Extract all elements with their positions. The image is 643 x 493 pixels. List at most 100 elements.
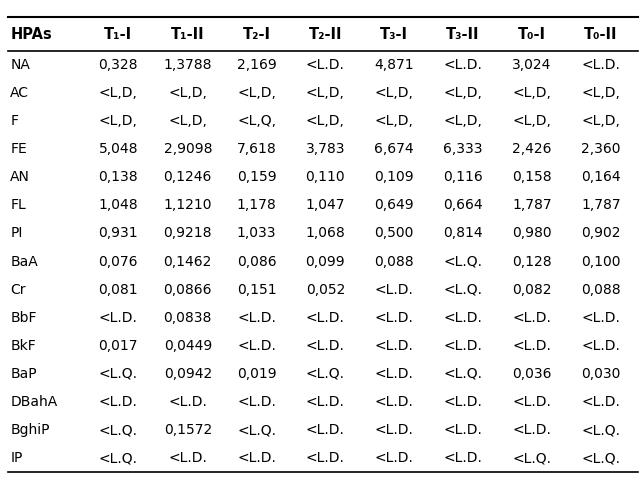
Text: 0,328: 0,328 bbox=[98, 58, 138, 72]
Text: <L.D.: <L.D. bbox=[375, 451, 413, 465]
Text: <L.D.: <L.D. bbox=[375, 395, 413, 409]
Text: <L.D.: <L.D. bbox=[306, 311, 345, 325]
Text: 0,1462: 0,1462 bbox=[163, 254, 212, 269]
Text: 0,814: 0,814 bbox=[443, 226, 483, 241]
Text: <L.D.: <L.D. bbox=[306, 395, 345, 409]
Text: 0,081: 0,081 bbox=[98, 282, 138, 297]
Text: 0,138: 0,138 bbox=[98, 170, 138, 184]
Text: 6,333: 6,333 bbox=[444, 142, 483, 156]
Text: 0,116: 0,116 bbox=[443, 170, 483, 184]
Text: 0,980: 0,980 bbox=[512, 226, 552, 241]
Text: FL: FL bbox=[10, 198, 26, 212]
Text: 0,664: 0,664 bbox=[443, 198, 483, 212]
Text: <L.D.: <L.D. bbox=[444, 339, 482, 353]
Text: 0,158: 0,158 bbox=[512, 170, 552, 184]
Text: 3,024: 3,024 bbox=[512, 58, 552, 72]
Text: 0,099: 0,099 bbox=[305, 254, 345, 269]
Text: 0,128: 0,128 bbox=[512, 254, 552, 269]
Text: 1,178: 1,178 bbox=[237, 198, 276, 212]
Text: T₁-I: T₁-I bbox=[104, 27, 132, 41]
Text: FE: FE bbox=[10, 142, 27, 156]
Text: BghiP: BghiP bbox=[10, 423, 50, 437]
Text: <L.D.: <L.D. bbox=[168, 451, 207, 465]
Text: <L.D.: <L.D. bbox=[375, 423, 413, 437]
Text: <L.D.: <L.D. bbox=[306, 451, 345, 465]
Text: <L.D.: <L.D. bbox=[99, 311, 138, 325]
Text: 0,0942: 0,0942 bbox=[163, 367, 212, 381]
Text: <L.Q.: <L.Q. bbox=[306, 367, 345, 381]
Text: Cr: Cr bbox=[10, 282, 26, 297]
Text: <L,D,: <L,D, bbox=[168, 114, 207, 128]
Text: <L.Q.: <L.Q. bbox=[581, 451, 620, 465]
Text: <L.D.: <L.D. bbox=[237, 339, 276, 353]
Text: <L.D.: <L.D. bbox=[306, 339, 345, 353]
Text: <L.Q.: <L.Q. bbox=[99, 367, 138, 381]
Text: 0,0449: 0,0449 bbox=[163, 339, 212, 353]
Text: <L.D.: <L.D. bbox=[581, 339, 620, 353]
Text: <L.Q.: <L.Q. bbox=[444, 254, 483, 269]
Text: <L.D.: <L.D. bbox=[444, 311, 482, 325]
Text: <L.D.: <L.D. bbox=[581, 311, 620, 325]
Text: 0,931: 0,931 bbox=[98, 226, 138, 241]
Text: 1,787: 1,787 bbox=[581, 198, 620, 212]
Text: 1,033: 1,033 bbox=[237, 226, 276, 241]
Text: 2,360: 2,360 bbox=[581, 142, 620, 156]
Text: 0,1572: 0,1572 bbox=[163, 423, 212, 437]
Text: <L.D.: <L.D. bbox=[237, 311, 276, 325]
Text: <L,D,: <L,D, bbox=[99, 86, 138, 100]
Text: <L.D.: <L.D. bbox=[512, 395, 552, 409]
Text: 2,9098: 2,9098 bbox=[163, 142, 212, 156]
Text: 0,086: 0,086 bbox=[237, 254, 276, 269]
Text: 0,0838: 0,0838 bbox=[163, 311, 212, 325]
Text: 1,1210: 1,1210 bbox=[163, 198, 212, 212]
Text: 1,787: 1,787 bbox=[512, 198, 552, 212]
Text: <L,D,: <L,D, bbox=[444, 86, 482, 100]
Text: 0,019: 0,019 bbox=[237, 367, 276, 381]
Text: 0,151: 0,151 bbox=[237, 282, 276, 297]
Text: 0,1246: 0,1246 bbox=[163, 170, 212, 184]
Text: 0,082: 0,082 bbox=[512, 282, 552, 297]
Text: <L.Q.: <L.Q. bbox=[99, 423, 138, 437]
Text: <L.D.: <L.D. bbox=[581, 58, 620, 72]
Text: 7,618: 7,618 bbox=[237, 142, 276, 156]
Text: 5,048: 5,048 bbox=[98, 142, 138, 156]
Text: T₃-II: T₃-II bbox=[446, 27, 480, 41]
Text: <L.D.: <L.D. bbox=[444, 58, 482, 72]
Text: 1,047: 1,047 bbox=[305, 198, 345, 212]
Text: <L.Q.: <L.Q. bbox=[444, 282, 483, 297]
Text: 6,674: 6,674 bbox=[374, 142, 414, 156]
Text: <L.D.: <L.D. bbox=[375, 311, 413, 325]
Text: <L,D,: <L,D, bbox=[306, 86, 345, 100]
Text: 0,164: 0,164 bbox=[581, 170, 620, 184]
Text: 2,426: 2,426 bbox=[512, 142, 552, 156]
Text: <L,D,: <L,D, bbox=[444, 114, 482, 128]
Text: T₂-II: T₂-II bbox=[309, 27, 342, 41]
Text: <L.D.: <L.D. bbox=[168, 395, 207, 409]
Text: DBahA: DBahA bbox=[10, 395, 57, 409]
Text: 1,3788: 1,3788 bbox=[163, 58, 212, 72]
Text: <L.D.: <L.D. bbox=[512, 311, 552, 325]
Text: IP: IP bbox=[10, 451, 23, 465]
Text: <L,D,: <L,D, bbox=[581, 86, 620, 100]
Text: 0,076: 0,076 bbox=[98, 254, 138, 269]
Text: <L.D.: <L.D. bbox=[99, 395, 138, 409]
Text: 0,052: 0,052 bbox=[305, 282, 345, 297]
Text: T₁-II: T₁-II bbox=[171, 27, 204, 41]
Text: <L.D.: <L.D. bbox=[444, 451, 482, 465]
Text: NA: NA bbox=[10, 58, 30, 72]
Text: 0,100: 0,100 bbox=[581, 254, 620, 269]
Text: <L,D,: <L,D, bbox=[512, 86, 552, 100]
Text: BbF: BbF bbox=[10, 311, 37, 325]
Text: <L.Q.: <L.Q. bbox=[581, 423, 620, 437]
Text: <L,D,: <L,D, bbox=[237, 86, 276, 100]
Text: <L.D.: <L.D. bbox=[375, 282, 413, 297]
Text: AC: AC bbox=[10, 86, 30, 100]
Text: <L,D,: <L,D, bbox=[375, 114, 413, 128]
Text: <L.D.: <L.D. bbox=[375, 339, 413, 353]
Text: <L.D.: <L.D. bbox=[237, 395, 276, 409]
Text: AN: AN bbox=[10, 170, 30, 184]
Text: F: F bbox=[10, 114, 18, 128]
Text: <L.D.: <L.D. bbox=[444, 395, 482, 409]
Text: <L.D.: <L.D. bbox=[444, 423, 482, 437]
Text: 0,0866: 0,0866 bbox=[163, 282, 212, 297]
